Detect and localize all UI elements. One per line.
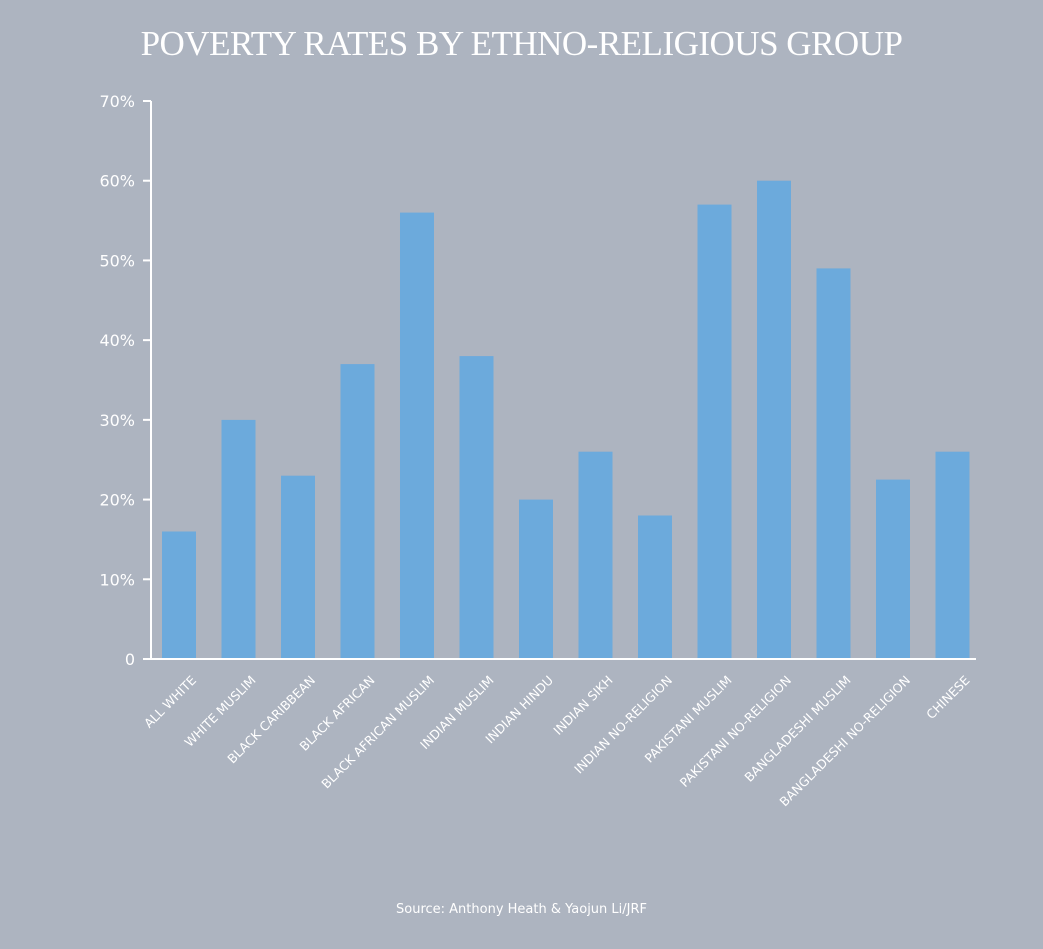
chart-title: POVERTY RATES BY ETHNO-RELIGIOUS GROUP (140, 24, 903, 63)
y-axis: 0 10% 20% 30% 40% 50% 60% 70% (99, 92, 152, 669)
bar-chinese (935, 451, 970, 659)
bar-indian-hindu (519, 499, 553, 659)
bar-black-african (340, 364, 375, 659)
y-tick-label: 60% (99, 172, 135, 191)
source-note: Source: Anthony Heath & Yaojun Li/JRF (396, 902, 647, 917)
bar-pakistani-muslim (697, 204, 732, 659)
y-tick-label: 70% (99, 92, 135, 111)
bar-bangladeshi-muslim (816, 268, 851, 659)
bar-indian-sikh (578, 451, 613, 659)
y-tick-label: 20% (99, 491, 135, 510)
y-tick-label: 0 (125, 650, 135, 669)
bar-bangladeshi-no-religion (876, 479, 910, 659)
x-tick-label: BANGLADESHI MUSLIM (741, 673, 853, 785)
x-tick-label: BANGLADESHI NO-RELIGION (776, 673, 913, 810)
y-tick-label: 10% (99, 570, 135, 589)
x-tick-label: BLACK AFRICAN MUSLIM (318, 673, 437, 792)
x-tick-label: ALL WHITE (141, 672, 199, 730)
bar-indian-no-religion (638, 515, 672, 659)
bar-black-african-muslim (400, 212, 434, 659)
x-tick-label: INDIAN SIKH (550, 673, 615, 738)
bar-all-white (162, 531, 196, 659)
bar-white-muslim (221, 419, 256, 659)
bars-group (162, 180, 970, 659)
y-tick-label: 30% (99, 411, 135, 430)
bar-pakistani-no-religion (757, 180, 791, 659)
y-tick-label: 50% (99, 251, 135, 270)
bar-indian-muslim (459, 356, 494, 659)
x-tick-label: INDIAN NO-RELIGION (571, 673, 675, 777)
y-tick-label: 40% (99, 331, 135, 350)
x-tick-label: CHINESE (923, 672, 972, 721)
bar-black-caribbean (281, 475, 315, 659)
x-tick-label: PAKISTANI NO-RELIGION (677, 673, 795, 791)
